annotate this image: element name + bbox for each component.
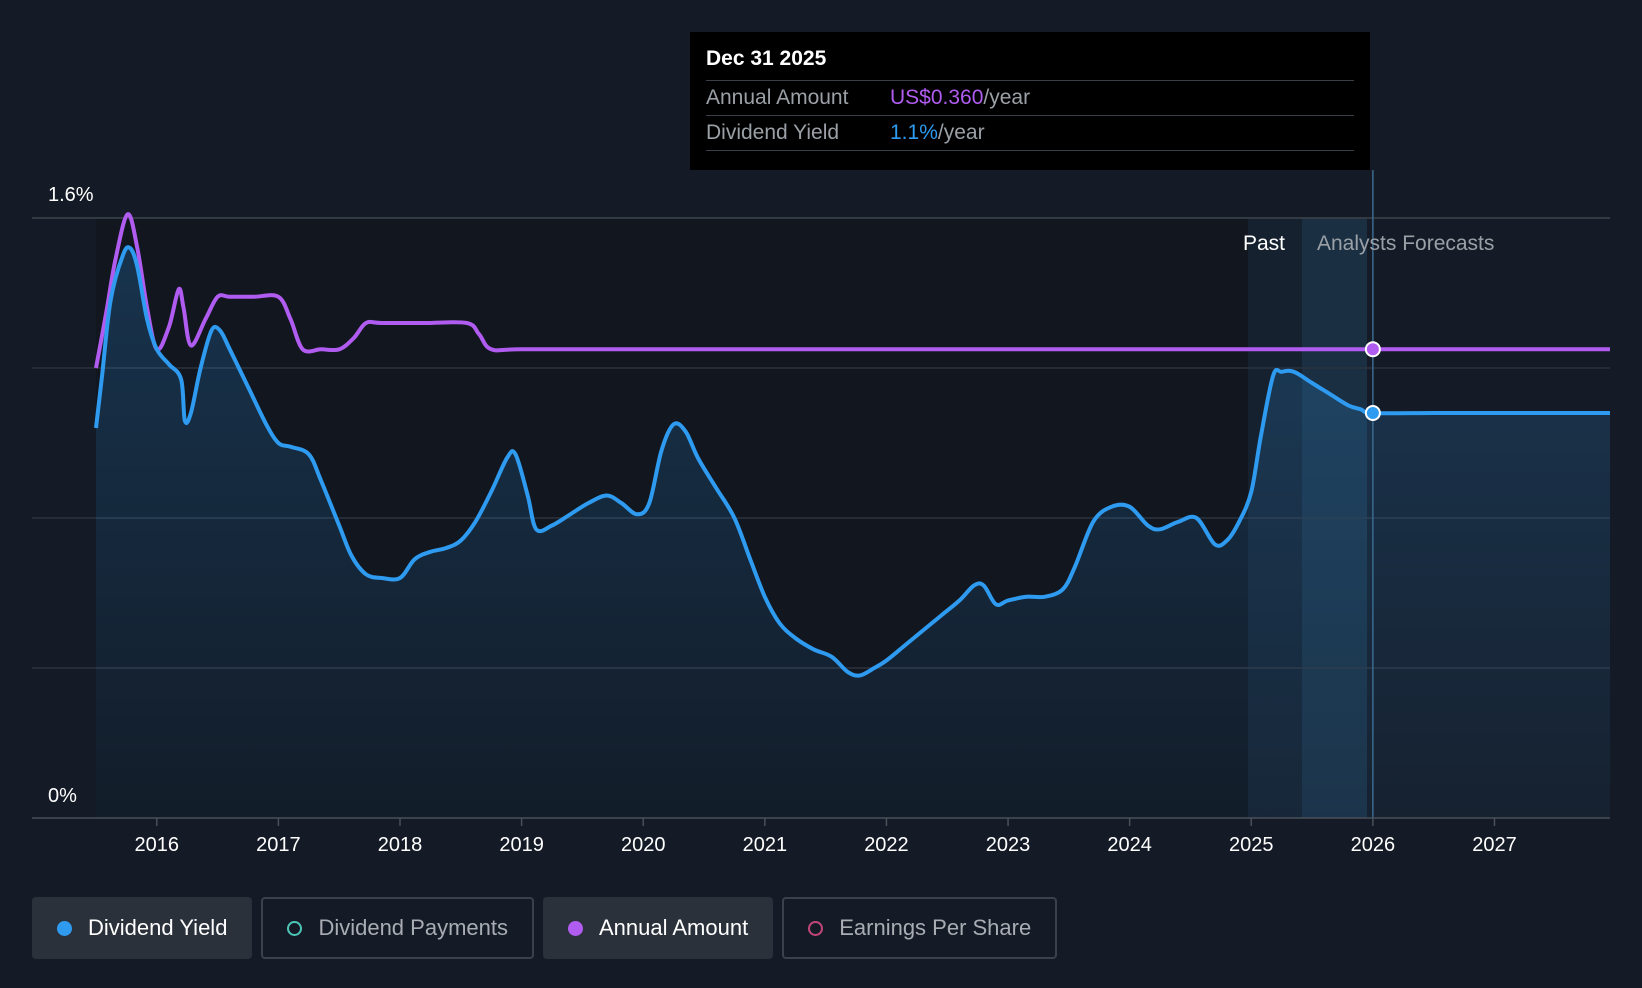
y-tick-bottom-label: 0% bbox=[48, 785, 77, 807]
x-tick-label: 2025 bbox=[1229, 834, 1274, 856]
annual-amount-dot-icon bbox=[567, 920, 583, 936]
x-tick-label: 2023 bbox=[986, 834, 1031, 856]
x-axis-ticks: 2016 2017 2018 2019 2020 2021 2022 2023 2024 2025… bbox=[135, 818, 1517, 856]
past-label: Past bbox=[1243, 232, 1285, 255]
annual-amount-marker[interactable] bbox=[1364, 341, 1381, 358]
dividend-yield-line bbox=[94, 245, 1610, 678]
tooltip-annual-amount-unit: /year bbox=[983, 86, 1031, 109]
x-tick-label: 2020 bbox=[621, 834, 666, 856]
x-tick-label: 2022 bbox=[864, 834, 909, 856]
legend-annual-amount-label: Annual Amount bbox=[598, 915, 749, 940]
forecast-label: Analysts Forecasts bbox=[1317, 232, 1494, 255]
chart-legend: Dividend Yield Dividend Payments Annual … bbox=[32, 897, 1058, 959]
earnings-per-share-ring-icon bbox=[808, 920, 824, 936]
chart-tooltip: Dec 31 2025 Annual Amount US$0.360 /year… bbox=[690, 32, 1370, 170]
tooltip-annual-amount-label: Annual Amount bbox=[706, 86, 849, 109]
tooltip-dividend-yield-unit: /year bbox=[937, 121, 985, 144]
y-tick-top-label: 1.6% bbox=[48, 184, 94, 206]
tooltip-dividend-yield-label: Dividend Yield bbox=[706, 121, 840, 144]
dividend-yield-dot-icon bbox=[57, 920, 72, 936]
dividend-yield-marker[interactable] bbox=[1364, 405, 1381, 421]
legend-dividend-payments[interactable]: Dividend Payments bbox=[261, 897, 534, 959]
legend-dividend-payments-label: Dividend Payments bbox=[318, 915, 508, 940]
legend-dividend-yield-label: Dividend Yield bbox=[88, 915, 228, 940]
legend-earnings-per-share[interactable]: Earnings Per Share bbox=[782, 897, 1058, 959]
x-tick-label: 2016 bbox=[135, 834, 180, 856]
x-tick-label: 2017 bbox=[256, 834, 301, 856]
x-tick-label: 2021 bbox=[743, 834, 788, 856]
annual-amount-line bbox=[94, 212, 1610, 369]
x-tick-label: 2026 bbox=[1351, 834, 1396, 856]
dividend-payments-ring-icon bbox=[287, 920, 303, 936]
tooltip-date: Dec 31 2025 bbox=[706, 46, 1354, 81]
x-tick-label: 2018 bbox=[378, 834, 423, 856]
legend-dividend-yield[interactable]: Dividend Yield bbox=[32, 897, 253, 959]
dividend-yield-area bbox=[96, 247, 1610, 819]
x-tick-label: 2019 bbox=[499, 834, 544, 856]
tooltip-annual-amount-row: Annual Amount US$0.360 /year bbox=[706, 81, 1354, 116]
tooltip-dividend-yield-value: 1.1% bbox=[890, 121, 938, 144]
x-tick-label: 2027 bbox=[1472, 834, 1517, 856]
legend-earnings-per-share-label: Earnings Per Share bbox=[839, 915, 1032, 940]
tooltip-dividend-yield-row: Dividend Yield 1.1% /year bbox=[706, 116, 1354, 151]
legend-annual-amount[interactable]: Annual Amount bbox=[542, 897, 774, 959]
tooltip-annual-amount-value: US$0.360 bbox=[890, 86, 984, 109]
x-tick-label: 2024 bbox=[1107, 834, 1152, 856]
